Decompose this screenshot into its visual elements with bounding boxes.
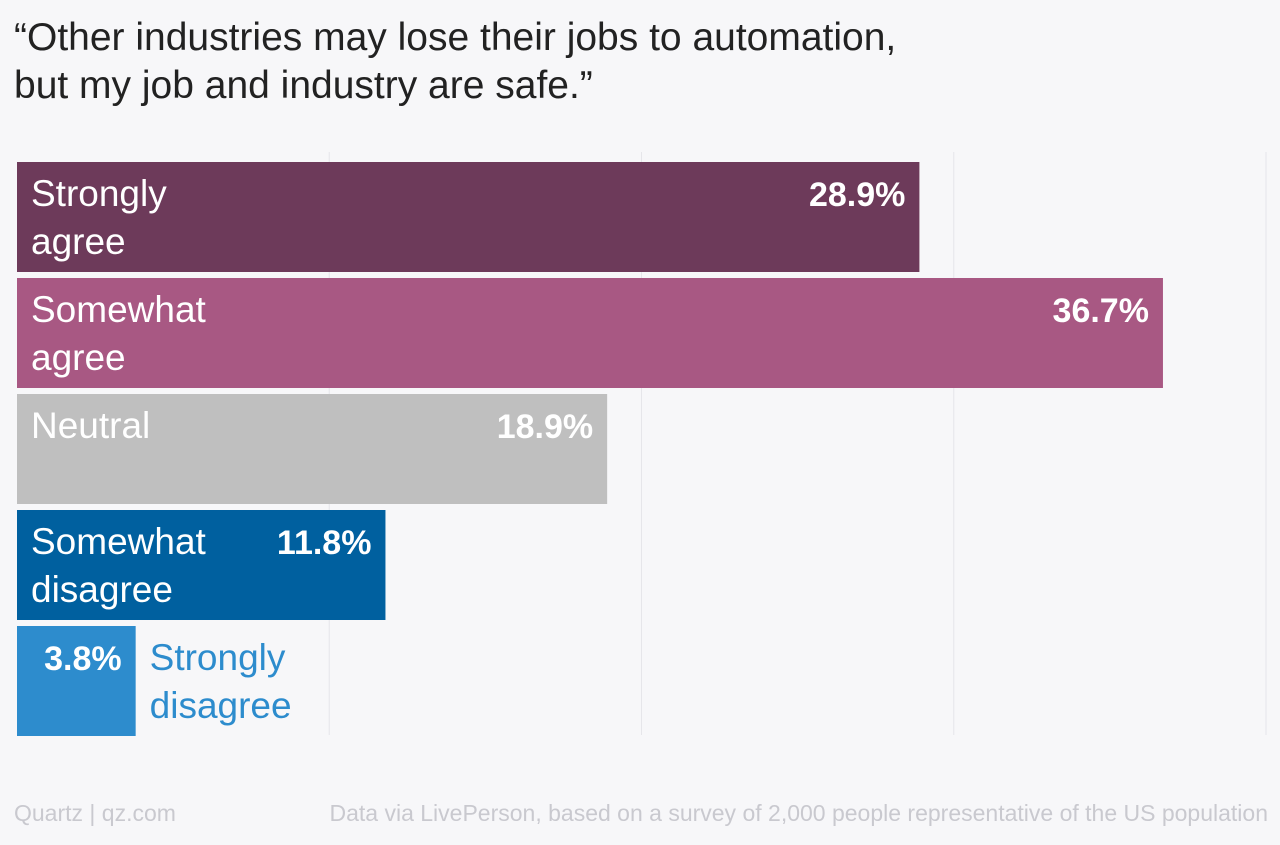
category-label-line: Somewhat [31,521,207,562]
chart-title-line-2: but my job and industry are safe.” [14,64,593,107]
category-label-line: disagree [31,569,173,610]
category-label-line: agree [31,337,126,378]
category-label-4: Strongly disagree [150,637,292,726]
bar-chart: 28.9% Strongly agree 36.7% Somewhat agree 18.9… [17,152,1267,736]
brand-credit: Quartz | qz.com [14,800,176,826]
value-label-0: 28.9% [809,176,905,214]
bar-3 [17,510,386,620]
category-label-line: Strongly [31,173,167,214]
category-label-line: Strongly [150,637,286,678]
category-label-line: Somewhat [31,289,207,330]
bar-0 [17,162,920,272]
category-label-0: Strongly agree [31,173,167,262]
bar-1 [17,278,1163,388]
category-label-3: Somewhat disagree [31,521,207,610]
value-label-4: 3.8% [44,640,122,678]
source-note: Data via LivePerson, based on a survey o… [329,800,1268,827]
category-label-1: Somewhat agree [31,289,207,378]
category-label-line: agree [31,221,126,262]
bar-4 [17,626,136,736]
category-label-line: disagree [150,685,292,726]
chart-title-line-1: “Other industries may lose their jobs to… [14,16,897,59]
value-label-1: 36.7% [1053,292,1149,330]
source-prefix: Data via [329,800,421,826]
source-link[interactable]: LivePerson [420,800,536,826]
source-rest: , based on a survey of 2,000 people repr… [535,800,1268,826]
value-label-3: 11.8% [277,524,372,562]
category-label-2: Neutral [31,405,150,446]
value-label-2: 18.9% [497,408,593,446]
chart-title: “Other industries may lose their jobs to… [14,14,1214,110]
bar-2 [17,394,608,504]
category-label-line: Neutral [31,405,150,446]
